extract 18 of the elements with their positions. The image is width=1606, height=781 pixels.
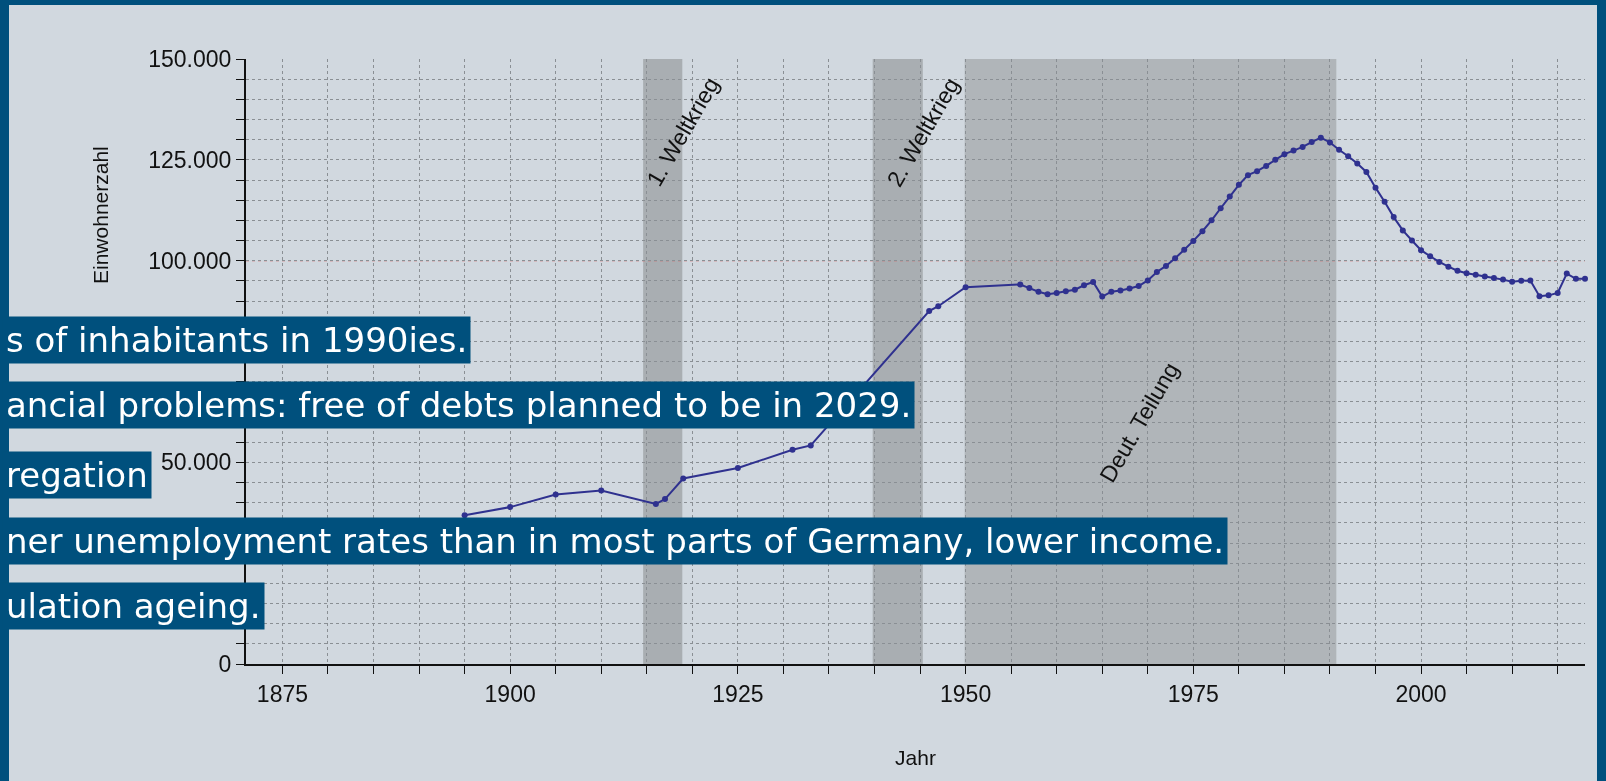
- x-tick-label: 1975: [1167, 680, 1219, 707]
- annotation: s of inhabitants in 1990ies.: [6, 320, 468, 360]
- x-tick-label: 1900: [484, 680, 536, 707]
- x-tick-label: 1950: [940, 680, 992, 707]
- annotation: ner unemployment rates than in most parts of Germany, lower income.: [6, 521, 1225, 561]
- x-tick-label: 1875: [256, 680, 309, 707]
- x-tick-label: 1925: [712, 680, 764, 707]
- x-tick-label: 2000: [1395, 680, 1447, 707]
- y-tick-label: 0: [218, 651, 232, 678]
- y-axis-title: Einwohnerzahl: [89, 146, 112, 284]
- y-tick-label: 125.000: [148, 146, 232, 173]
- annotation: ancial problems: free of debts planned to be in 2029.: [6, 385, 912, 425]
- x-axis-title: Jahr: [895, 746, 936, 770]
- y-tick-label: 100.000: [148, 247, 232, 274]
- y-tick-label: 50.000: [161, 449, 232, 476]
- annotation: ulation ageing.: [6, 586, 261, 626]
- y-tick-label: 150.000: [148, 46, 232, 73]
- text: regation: [6, 455, 148, 495]
